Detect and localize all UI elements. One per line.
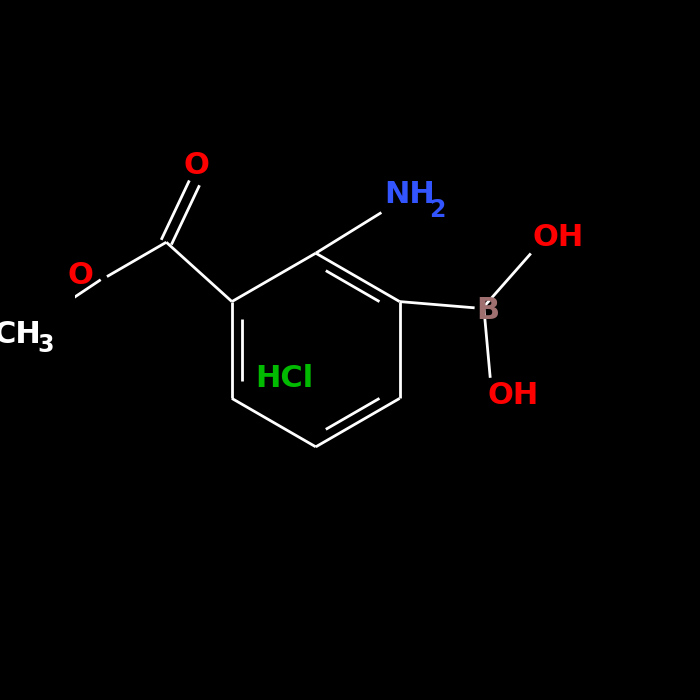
Text: O: O [183,150,209,180]
Text: 2: 2 [430,198,446,222]
Text: B: B [476,297,499,326]
Text: HCl: HCl [256,363,314,393]
Text: O: O [67,261,93,290]
Text: OH: OH [533,223,584,251]
Text: CH: CH [0,321,41,349]
Text: 3: 3 [37,332,54,357]
Text: OH: OH [487,381,538,410]
Text: NH: NH [384,181,435,209]
